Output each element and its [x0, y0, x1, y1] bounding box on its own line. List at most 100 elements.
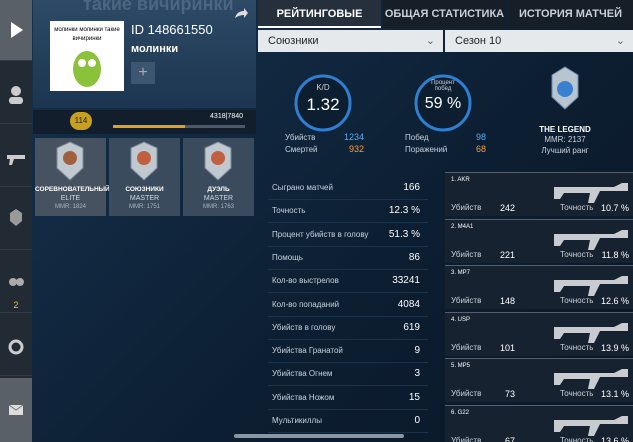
weapon-kills: 242	[499, 203, 515, 213]
weapon-kills-label: Убийств	[451, 389, 482, 398]
background-text: такие вичиринки	[83, 0, 234, 14]
friends-count: 2	[13, 300, 19, 310]
stat-value: 4084	[397, 298, 420, 310]
weapon-accuracy: 13.1 %	[600, 389, 629, 399]
season-value: Сезон 10	[455, 35, 502, 47]
rank-name: MASTER	[129, 195, 160, 202]
weapon-kills: 148	[499, 296, 515, 306]
weapon-accuracy-label: Точность	[560, 203, 594, 212]
weapon-kills: 67	[504, 435, 515, 442]
stat-label: Убийства Гранатой	[272, 346, 343, 356]
stat-label: Убийства Ножом	[272, 392, 335, 402]
weapon-kills: 73	[504, 389, 515, 399]
stat-label: Процент убийств в голову	[272, 229, 369, 239]
weapon-name: 4. USP	[451, 316, 471, 323]
wins-label: Побед	[405, 133, 429, 142]
stat-row: Помощь 86	[268, 246, 428, 270]
weapon-card: 6. G22 Убийств 67 Точность 13.6 %	[445, 404, 633, 442]
avatar-text: молинки молинки такие вичиринки	[54, 27, 120, 42]
stats-tab[interactable]: ИСТОРИЯ МАТЧЕЙ	[508, 0, 633, 28]
losses-value: 68	[475, 144, 486, 154]
stat-label: Убийства Огнем	[272, 369, 333, 379]
rank-card: СОРЕВНОВАТЕЛЬНЫЙ ELITE MMR: 1824	[35, 138, 110, 216]
weapon-accuracy: 12.6 %	[600, 296, 629, 306]
stats-tab[interactable]: ОБЩАЯ СТАТИСТИКА	[383, 0, 506, 28]
weapon-name: 1. AKR	[451, 177, 470, 183]
weapon-accuracy-label: Точность	[560, 296, 594, 305]
settings-button[interactable]	[0, 315, 32, 376]
stat-label: Убийств в голову	[272, 322, 336, 332]
best-label: Лучший ранг	[541, 146, 589, 155]
summary-graphics	[294, 66, 579, 132]
losses-label: Поражений	[405, 145, 448, 154]
rank-mmr: MMR: 1751	[128, 204, 160, 210]
profile-header: такие вичиринки молинки молинки такие ви…	[33, 0, 256, 108]
stat-value: 619	[403, 321, 420, 333]
weapon-card: 4. USP Убийств 101 Точность 13.9 %	[445, 311, 633, 356]
kills-label: Убийств	[285, 133, 316, 142]
stat-label: Кол-во выстрелов	[272, 276, 339, 286]
win-value: 59 %	[424, 95, 462, 112]
stat-value: 33241	[392, 275, 420, 287]
play-button[interactable]	[0, 0, 32, 61]
stat-value: 86	[408, 251, 420, 263]
weapon-card: 5. MP5 Убийств 73 Точность 13.1 %	[445, 358, 633, 402]
ranks-button[interactable]	[0, 189, 32, 250]
weapon-accuracy: 11.8 %	[601, 249, 629, 260]
xp-fill	[113, 125, 185, 128]
stat-value: 12.3 %	[388, 205, 420, 217]
weapons-button[interactable]	[0, 126, 32, 187]
rank-mmr: MMR: 1824	[54, 204, 86, 210]
stats-tab[interactable]: РЕЙТИНГОВЫЕ	[258, 0, 381, 28]
stat-row: Точность 12.3 %	[268, 199, 428, 224]
weapon-accuracy-label: Точность	[560, 435, 594, 442]
weapon-kills: 221	[499, 249, 515, 260]
best-mmr: MMR: 2137	[544, 135, 586, 144]
best-rank: THE LEGEND	[539, 125, 591, 134]
weapon-kills-label: Убийств	[451, 203, 482, 212]
share-icon[interactable]	[233, 6, 249, 20]
stat-value: 166	[403, 182, 420, 193]
stat-row: Убийства Огнем 3	[268, 362, 428, 387]
stat-label: Мультикиллы	[272, 416, 322, 425]
stat-row: Убийств в голову 619	[268, 316, 428, 340]
weapon-accuracy: 13.9 %	[600, 342, 629, 353]
stat-row: Мультикиллы 0	[268, 409, 428, 433]
rank-mode: СОРЕВНОВАТЕЛЬНЫЙ	[35, 186, 110, 193]
weapon-accuracy-label: Точность	[560, 389, 594, 398]
friends-button[interactable]: 2	[0, 252, 32, 313]
stat-row: Кол-во попаданий 4084	[268, 293, 428, 317]
stat-label: Сыграно матчей	[272, 183, 333, 192]
profile-button[interactable]	[0, 63, 32, 124]
stat-label: Кол-во попаданий	[272, 299, 340, 309]
player-name: молинки	[131, 43, 179, 55]
weapon-accuracy-label: Точность	[560, 249, 594, 259]
xp-text: 4318|7840	[210, 113, 243, 120]
rank-name: ELITE	[60, 195, 81, 202]
rank-mmr: MMR: 1763	[202, 204, 234, 210]
weapon-kills-label: Убийств	[451, 249, 482, 259]
stat-value: 0	[414, 415, 420, 426]
season-dropdown[interactable]: Сезон 10 ⌄	[445, 30, 633, 52]
rank-mode: СОЮЗНИКИ	[125, 186, 164, 193]
deaths-label: Смертей	[285, 145, 318, 154]
weapon-kills-label: Убийств	[451, 435, 482, 442]
weapon-accuracy: 13.6 %	[600, 435, 629, 442]
weapon-kills: 101	[499, 342, 515, 353]
stat-label: Точность	[272, 206, 306, 216]
stat-value: 15	[408, 391, 420, 403]
weapon-name: 6. G22	[451, 409, 470, 416]
weapon-name: 5. MP5	[451, 363, 471, 369]
wins-value: 98	[475, 132, 486, 142]
win-label: Процент побед	[431, 80, 455, 92]
add-button[interactable]: +	[131, 62, 155, 84]
rank-name: MASTER	[203, 195, 234, 202]
home-indicator	[234, 434, 404, 438]
kd-value: 1.32	[306, 95, 340, 114]
rank-card: СОЮЗНИКИ MASTER MMR: 1751	[109, 138, 180, 216]
mail-button[interactable]	[0, 378, 32, 442]
weapon-name: 2. M4A1	[451, 223, 474, 230]
stat-row: Процент убийств в голову 51.3 %	[268, 223, 428, 247]
weapon-card: 2. M4A1 Убийств 221 Точность 11.8 %	[445, 218, 633, 263]
mode-dropdown[interactable]: Союзники ⌄	[258, 30, 443, 52]
